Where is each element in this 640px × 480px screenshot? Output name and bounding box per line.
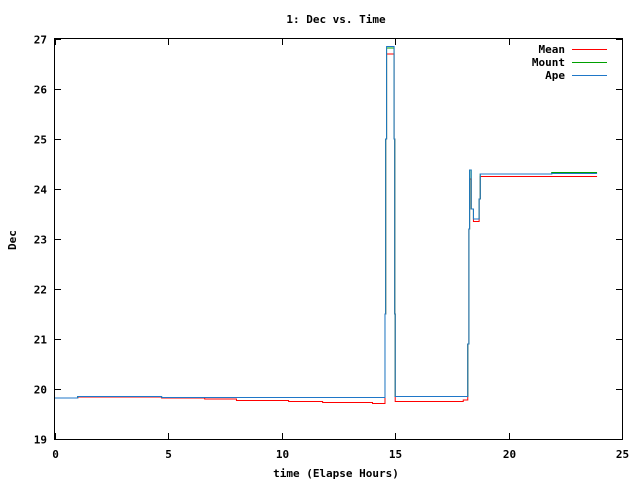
x-tick-label: 15: [389, 448, 402, 461]
y-tick-label: 23: [34, 234, 47, 247]
y-axis-label: Dec: [6, 230, 19, 250]
y-tick-label: 21: [34, 334, 48, 347]
y-tick-label: 22: [34, 284, 47, 297]
y-tick-label: 26: [34, 84, 48, 97]
plot-frame: [54, 38, 623, 440]
legend-label-ape: Ape: [545, 69, 565, 82]
x-tick-label: 5: [165, 448, 172, 461]
y-tick-label: 19: [34, 434, 47, 447]
x-tick-label: 25: [616, 448, 629, 461]
x-tick-label: 0: [52, 448, 59, 461]
legend-label-mean: Mean: [539, 43, 566, 56]
chart-title: 1: Dec vs. Time: [286, 13, 386, 26]
series-line-ape: [55, 46, 598, 399]
y-tick-label: 27: [34, 34, 47, 47]
x-tick-label: 10: [276, 448, 289, 461]
legend-label-mount: Mount: [532, 56, 565, 69]
x-tick-label: 20: [503, 448, 516, 461]
x-axis-label: time (Elapse Hours): [273, 467, 399, 480]
y-tick-label: 24: [34, 184, 48, 197]
y-tick-label: 25: [34, 134, 47, 147]
y-tick-label: 20: [34, 384, 47, 397]
series-layer: [55, 46, 598, 404]
